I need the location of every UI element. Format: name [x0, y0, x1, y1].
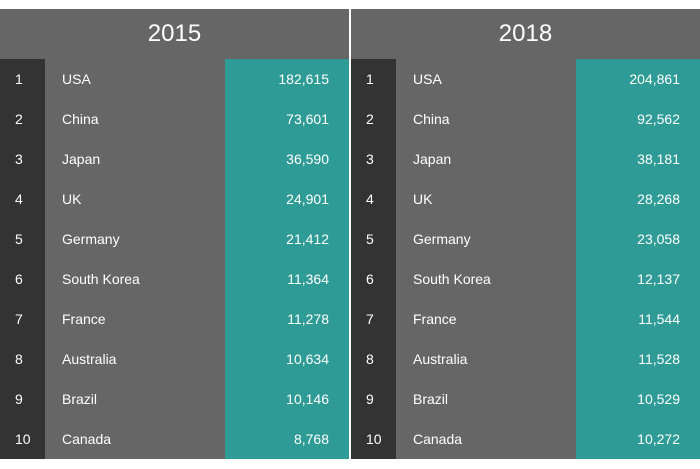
rank-cell: 10: [0, 419, 45, 459]
value-cell: 21,412: [225, 219, 349, 259]
table-row: 10 Canada 8,768: [0, 419, 349, 459]
table-row: 9 Brazil 10,146: [0, 379, 349, 419]
table-row: 5 Germany 21,412: [0, 219, 349, 259]
rank-cell: 10: [351, 419, 396, 459]
country-cell: USA: [396, 59, 576, 99]
country-cell: South Korea: [396, 259, 576, 299]
value-cell: 38,181: [576, 139, 700, 179]
value-cell: 11,278: [225, 299, 349, 339]
country-cell: UK: [396, 179, 576, 219]
table-row: 6 South Korea 12,137: [351, 259, 700, 299]
country-cell: Australia: [396, 339, 576, 379]
table-row: 2 China 73,601: [0, 99, 349, 139]
value-cell: 28,268: [576, 179, 700, 219]
table-row: 4 UK 28,268: [351, 179, 700, 219]
rank-cell: 4: [0, 179, 45, 219]
country-cell: Canada: [45, 419, 225, 459]
rank-cell: 7: [351, 299, 396, 339]
table-panel-2015: 2015 1 USA 182,615 2 China 73,601 3 Japan 36,590…: [0, 9, 349, 460]
table-row: 6 South Korea 11,364: [0, 259, 349, 299]
table-row: 10 Canada 10,272: [351, 419, 700, 459]
value-cell: 73,601: [225, 99, 349, 139]
value-cell: 12,137: [576, 259, 700, 299]
country-cell: China: [396, 99, 576, 139]
rank-cell: 9: [351, 379, 396, 419]
rank-cell: 6: [0, 259, 45, 299]
country-cell: UK: [45, 179, 225, 219]
country-cell: South Korea: [45, 259, 225, 299]
table-row: 7 France 11,544: [351, 299, 700, 339]
value-cell: 204,861: [576, 59, 700, 99]
country-cell: Australia: [45, 339, 225, 379]
country-cell: France: [45, 299, 225, 339]
value-cell: 36,590: [225, 139, 349, 179]
table-row: 1 USA 204,861: [351, 59, 700, 99]
value-cell: 8,768: [225, 419, 349, 459]
panel-title-2015: 2015: [0, 9, 349, 59]
table-row: 3 Japan 36,590: [0, 139, 349, 179]
rank-cell: 1: [0, 59, 45, 99]
country-cell: China: [45, 99, 225, 139]
rank-cell: 1: [351, 59, 396, 99]
value-cell: 10,529: [576, 379, 700, 419]
rank-cell: 9: [0, 379, 45, 419]
value-cell: 11,544: [576, 299, 700, 339]
value-cell: 92,562: [576, 99, 700, 139]
table-row: 2 China 92,562: [351, 99, 700, 139]
table-row: 4 UK 24,901: [0, 179, 349, 219]
rank-cell: 3: [351, 139, 396, 179]
rank-cell: 8: [0, 339, 45, 379]
rank-cell: 4: [351, 179, 396, 219]
country-cell: Canada: [396, 419, 576, 459]
country-cell: France: [396, 299, 576, 339]
table-panel-2018: 2018 1 USA 204,861 2 China 92,562 3 Japan 38,181…: [351, 9, 700, 460]
country-cell: Brazil: [396, 379, 576, 419]
rank-cell: 2: [351, 99, 396, 139]
rank-cell: 5: [0, 219, 45, 259]
rank-cell: 7: [0, 299, 45, 339]
table-row: 8 Australia 11,528: [351, 339, 700, 379]
table-row: 1 USA 182,615: [0, 59, 349, 99]
value-cell: 10,146: [225, 379, 349, 419]
country-cell: Germany: [396, 219, 576, 259]
panel-title-2018: 2018: [351, 9, 700, 59]
country-cell: Brazil: [45, 379, 225, 419]
rank-cell: 6: [351, 259, 396, 299]
table-row: 8 Australia 10,634: [0, 339, 349, 379]
country-cell: Germany: [45, 219, 225, 259]
rank-cell: 5: [351, 219, 396, 259]
table-row: 3 Japan 38,181: [351, 139, 700, 179]
value-cell: 11,364: [225, 259, 349, 299]
table-row: 7 France 11,278: [0, 299, 349, 339]
value-cell: 182,615: [225, 59, 349, 99]
value-cell: 23,058: [576, 219, 700, 259]
country-cell: Japan: [396, 139, 576, 179]
value-cell: 11,528: [576, 339, 700, 379]
table-row: 9 Brazil 10,529: [351, 379, 700, 419]
value-cell: 10,272: [576, 419, 700, 459]
table-row: 5 Germany 23,058: [351, 219, 700, 259]
rank-cell: 8: [351, 339, 396, 379]
rank-cell: 2: [0, 99, 45, 139]
country-cell: Japan: [45, 139, 225, 179]
value-cell: 10,634: [225, 339, 349, 379]
country-cell: USA: [45, 59, 225, 99]
value-cell: 24,901: [225, 179, 349, 219]
rank-cell: 3: [0, 139, 45, 179]
